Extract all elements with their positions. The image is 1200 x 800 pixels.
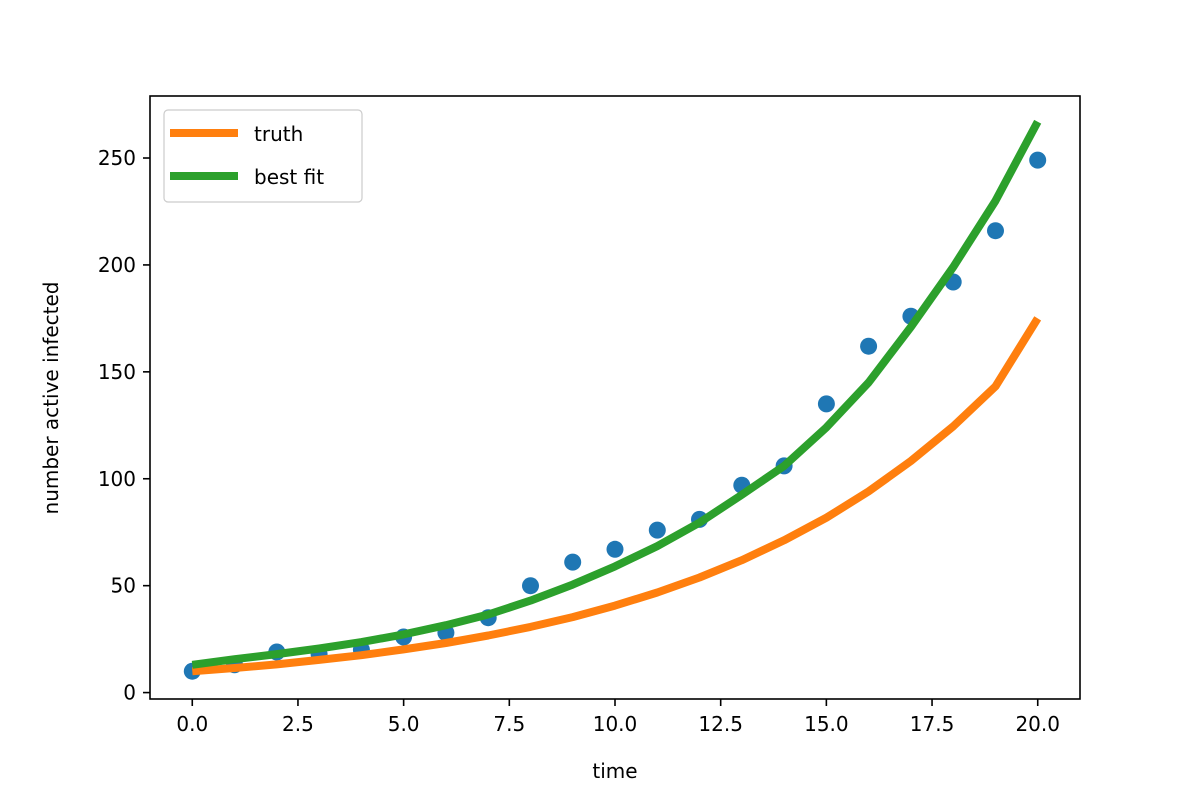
x-tick-label: 2.5: [282, 712, 314, 736]
data-point: [860, 337, 878, 355]
x-tick-label: 5.0: [388, 712, 420, 736]
data-point: [522, 577, 539, 595]
y-tick-label: 50: [111, 574, 136, 598]
series-line-truth: [191, 316, 1042, 676]
data-point: [564, 553, 582, 571]
data-point: [648, 521, 666, 539]
y-tick-label: 150: [98, 360, 136, 384]
x-tick-label: 0.0: [176, 712, 208, 736]
y-tick-label: 100: [98, 467, 136, 491]
y-tick-label: 250: [98, 146, 136, 170]
data-point: [606, 540, 624, 558]
x-tick-label: 7.5: [493, 712, 525, 736]
x-axis-ticks: 0.0 2.5 5.0 7.5 10.0 12.5 15.0 17.5 20.0: [176, 699, 1060, 736]
y-axis-ticks: 0 50 100 150 200 250: [98, 146, 150, 705]
series-line-best-fit: [191, 119, 1042, 669]
y-tick-label: 200: [98, 253, 136, 277]
x-tick-label: 10.0: [593, 712, 638, 736]
legend-label-best-fit: best fit: [254, 165, 324, 189]
x-tick-label: 17.5: [910, 712, 955, 736]
x-tick-label: 12.5: [698, 712, 743, 736]
data-point: [1029, 151, 1047, 169]
data-point: [987, 222, 1004, 240]
x-tick-label: 15.0: [804, 712, 849, 736]
data-point: [817, 395, 835, 413]
x-tick-label: 20.0: [1015, 712, 1060, 736]
legend-label-truth: truth: [254, 122, 303, 146]
y-axis-label: number active infected: [39, 282, 63, 515]
legend: truth best fit: [163, 109, 363, 203]
x-axis-label: time: [592, 759, 637, 783]
lines-layer: [191, 119, 1042, 676]
y-tick-label: 0: [123, 681, 136, 705]
